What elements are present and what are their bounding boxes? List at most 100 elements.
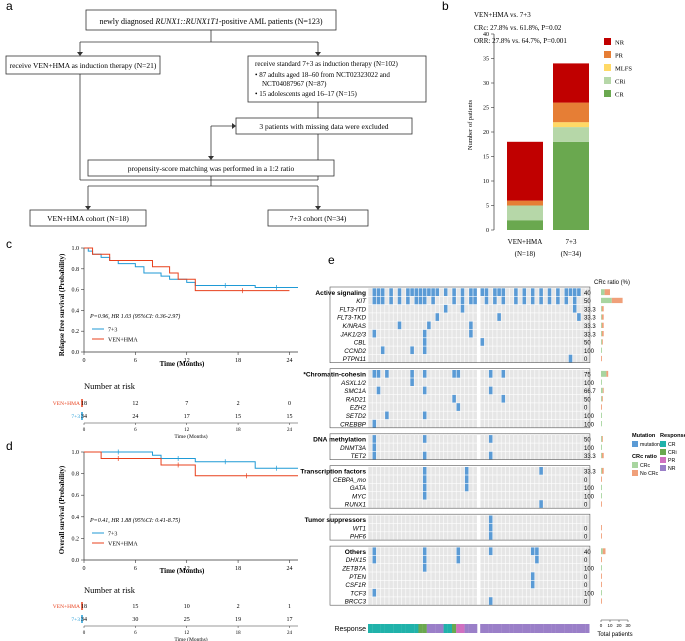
heatmap-cell (543, 491, 548, 500)
heatmap-cell (547, 378, 552, 386)
flow-arrowheads (77, 52, 321, 210)
heatmap-cell (551, 296, 556, 305)
heatmap-cell (410, 296, 414, 305)
heatmap-cell (414, 378, 419, 386)
heatmap-cell (568, 354, 573, 363)
heatmap-cell (509, 597, 514, 605)
heatmap-cell (439, 329, 444, 338)
heatmap-cell (372, 555, 377, 564)
heatmap-cell (572, 523, 577, 532)
heatmap-cell (526, 564, 531, 572)
heatmap-cell (493, 321, 497, 330)
legend-crc-swatch (632, 462, 638, 468)
km_d-curve-73 (84, 451, 298, 469)
heatmap-cell (368, 378, 372, 386)
heatmap-cell (568, 435, 573, 443)
heatmap-cell (452, 313, 456, 321)
heatmap-response-cell (460, 624, 465, 633)
heatmap-cell (393, 555, 398, 564)
heatmap-cell (427, 555, 431, 564)
km_d-risk-xlabel: Time (Months) (174, 636, 207, 641)
heatmap-response-cell (397, 624, 402, 633)
bar-y-tick-label: 20 (483, 130, 489, 136)
bar-marks (507, 63, 589, 230)
heatmap-cell (389, 338, 393, 346)
heatmap-cell (469, 500, 473, 508)
heatmap-cell (443, 467, 448, 475)
heatmap-cell (526, 451, 531, 460)
heatmap-cell (431, 580, 435, 589)
heatmap-cell (547, 419, 552, 428)
heatmap-cell (535, 346, 539, 355)
heatmap-cell (397, 403, 402, 411)
heatmap-cell (469, 394, 473, 403)
heatmap-cell (539, 296, 543, 305)
legend-response-label: NR (668, 466, 676, 472)
heatmap-cell (585, 329, 590, 338)
bar-segment-mlfs (553, 122, 589, 128)
heatmap-cell (535, 394, 539, 403)
heatmap-cell (547, 321, 552, 330)
heatmap-cell (488, 532, 493, 540)
heatmap-cell (406, 500, 410, 508)
heatmap-cell (439, 547, 444, 556)
heatmap-cell (376, 394, 381, 403)
heatmap-response-cell (473, 624, 478, 633)
heatmap-cell (380, 597, 385, 605)
heatmap-cell (585, 467, 590, 475)
heatmap-cell (418, 491, 423, 500)
heatmap-cell (581, 572, 585, 580)
heatmap-cell (551, 475, 556, 483)
heatmap-response-cell (447, 624, 453, 633)
heatmap-cell (543, 386, 548, 395)
heatmap-cell (473, 338, 477, 346)
heatmap-cell (568, 475, 573, 483)
heatmap-cell (530, 354, 535, 363)
heatmap-cell (414, 475, 419, 483)
heatmap-cell (435, 515, 440, 524)
heatmap-cell (406, 411, 410, 420)
heatmap-gene-label: EZH2 (350, 405, 367, 412)
heatmap-cell (410, 304, 414, 313)
heatmap-cell (577, 321, 581, 330)
heatmap-cell (568, 467, 573, 475)
heatmap-cell (372, 588, 377, 597)
heatmap-bar-crc (601, 339, 602, 345)
heatmap-cell (484, 329, 489, 338)
heatmap-cell (568, 483, 573, 492)
heatmap-cell (368, 564, 372, 572)
heatmap-cell (401, 378, 406, 386)
heatmap-cell (514, 378, 518, 386)
heatmap-cell (535, 321, 539, 330)
km_c-x-tick-label: 12 (184, 358, 190, 364)
heatmap-cell (469, 564, 473, 572)
heatmap-cell (514, 515, 518, 524)
heatmap-cell (543, 451, 548, 460)
heatmap-cell (518, 354, 522, 363)
heatmap-cell (401, 451, 406, 460)
heatmap-gene-crc: 50 (584, 341, 591, 347)
heatmap-cell (456, 564, 461, 572)
heatmap-cell (572, 547, 577, 556)
bar-segment-nr (553, 63, 589, 103)
heatmap-cell (376, 564, 381, 572)
heatmap-cell (560, 475, 564, 483)
heatmap-cell (452, 403, 456, 411)
heatmap-cell (568, 386, 573, 395)
heatmap-cell (497, 580, 501, 589)
heatmap-cell (460, 467, 465, 475)
heatmap-cell (568, 532, 573, 540)
heatmap-cell (577, 491, 581, 500)
heatmap-cell (406, 475, 410, 483)
heatmap-cell (518, 451, 522, 460)
heatmap-cell (497, 378, 501, 386)
heatmap-cell (452, 304, 456, 313)
heatmap-cell (564, 523, 569, 532)
heatmap-cell (497, 346, 501, 355)
heatmap-cell (568, 394, 573, 403)
heatmap-cell (484, 515, 489, 524)
heatmap-cell (530, 572, 535, 580)
heatmap-cell (406, 403, 410, 411)
heatmap-cell (572, 443, 577, 452)
heatmap-cell (530, 313, 535, 321)
